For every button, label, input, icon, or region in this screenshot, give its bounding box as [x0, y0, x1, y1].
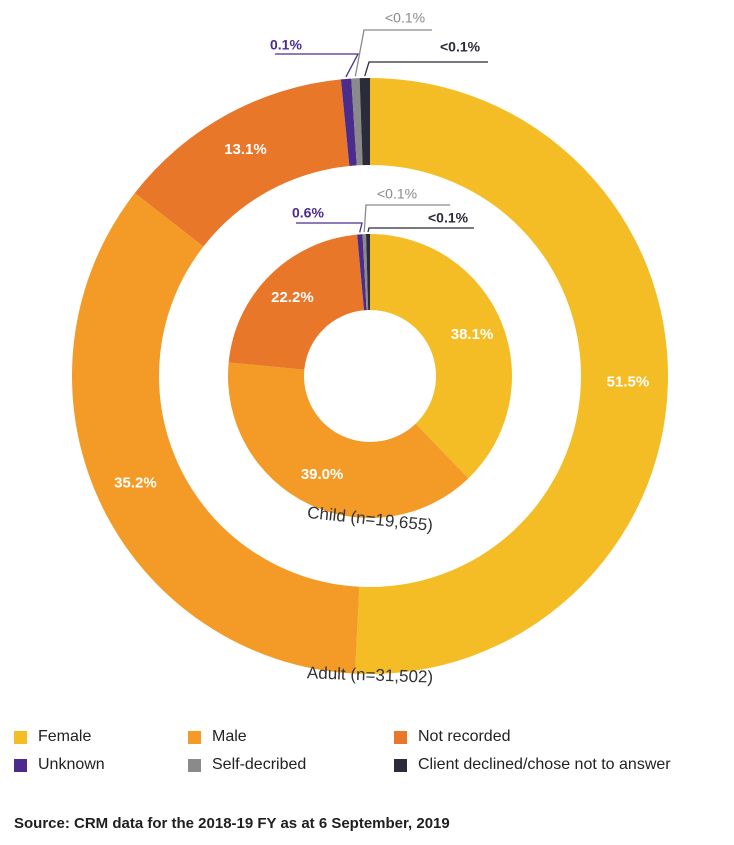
child-slice-client-declined-chose-not-to-answer — [366, 234, 370, 311]
child-callout-line-self-decribed — [363, 204, 450, 233]
child-slice-female — [370, 234, 512, 479]
legend-swatch — [394, 758, 407, 772]
legend-label: Self-decribed — [212, 756, 307, 773]
adult-callout-label-self-decribed: <0.1% — [385, 10, 425, 26]
legend-swatch — [188, 758, 201, 772]
adult-slice-unknown — [340, 78, 357, 167]
legend-label: Not recorded — [418, 728, 511, 745]
adult-callout-line-client-declined-chose-not-to-answer — [364, 61, 488, 77]
legend-label: Male — [212, 728, 247, 745]
adult-slice-male — [71, 193, 360, 674]
adult-slice-client-declined-chose-not-to-answer — [359, 78, 370, 166]
child-label-male: 39.0% — [301, 466, 344, 483]
adult-callout-line-self-decribed — [354, 29, 432, 77]
legend-item-unknown: Unknown — [14, 756, 105, 774]
adult-ring-name: Adult (n=31,502) — [307, 663, 434, 686]
donut-chart: 51.5% 35.2% 13.1% 0.1% <0.1% <0.1% Adult (n=31… — [71, 10, 668, 687]
legend-item-male: Male — [188, 728, 247, 746]
child-callout-label-client-declined-chose-not-to-answer: <0.1% — [428, 210, 469, 226]
source-note: Source: CRM data for the 2018-19 FY as a… — [14, 815, 450, 832]
child-callout-line-unknown — [296, 222, 363, 233]
adult-label-female: 51.5% — [607, 373, 650, 390]
child-slice-unknown — [357, 234, 367, 311]
legend-swatch — [394, 730, 407, 744]
adult-slice-female — [355, 78, 668, 674]
child-label-not-recorded: 22.2% — [271, 289, 314, 306]
adult-label-not-recorded: 13.1% — [224, 141, 267, 158]
child-callout-label-unknown: 0.6% — [292, 205, 324, 221]
legend-swatch — [14, 730, 27, 744]
legend-label: Unknown — [38, 756, 105, 773]
legend-label: Client declined/chose not to answer — [418, 756, 671, 773]
adult-slice-not-recorded — [134, 79, 350, 247]
adult-callout-label-client-declined-chose-not-to-answer: <0.1% — [440, 39, 481, 55]
legend-swatch — [188, 730, 201, 744]
adult-callout-label-unknown: 0.1% — [270, 37, 302, 53]
child-callout-line-client-declined-chose-not-to-answer — [367, 227, 474, 233]
legend-item-female: Female — [14, 728, 91, 746]
child-callout-label-self-decribed: <0.1% — [377, 186, 417, 202]
legend-item-not-recorded: Not recorded — [394, 728, 511, 746]
child-slice-self-decribed — [362, 234, 369, 311]
adult-callout-line-unknown — [275, 53, 360, 78]
child-slice-male — [228, 362, 469, 518]
adult-label-male: 35.2% — [114, 474, 157, 491]
legend-item-self-decribed: Self-decribed — [188, 756, 306, 774]
child-slice-not-recorded — [228, 234, 365, 370]
legend-swatch — [14, 758, 27, 772]
child-label-female: 38.1% — [451, 326, 494, 343]
legend-item-client-declined-chose-not-to-answer: Client declined/chose not to answer — [394, 756, 671, 774]
adult-slice-self-decribed — [351, 78, 363, 166]
legend-label: Female — [38, 728, 92, 745]
